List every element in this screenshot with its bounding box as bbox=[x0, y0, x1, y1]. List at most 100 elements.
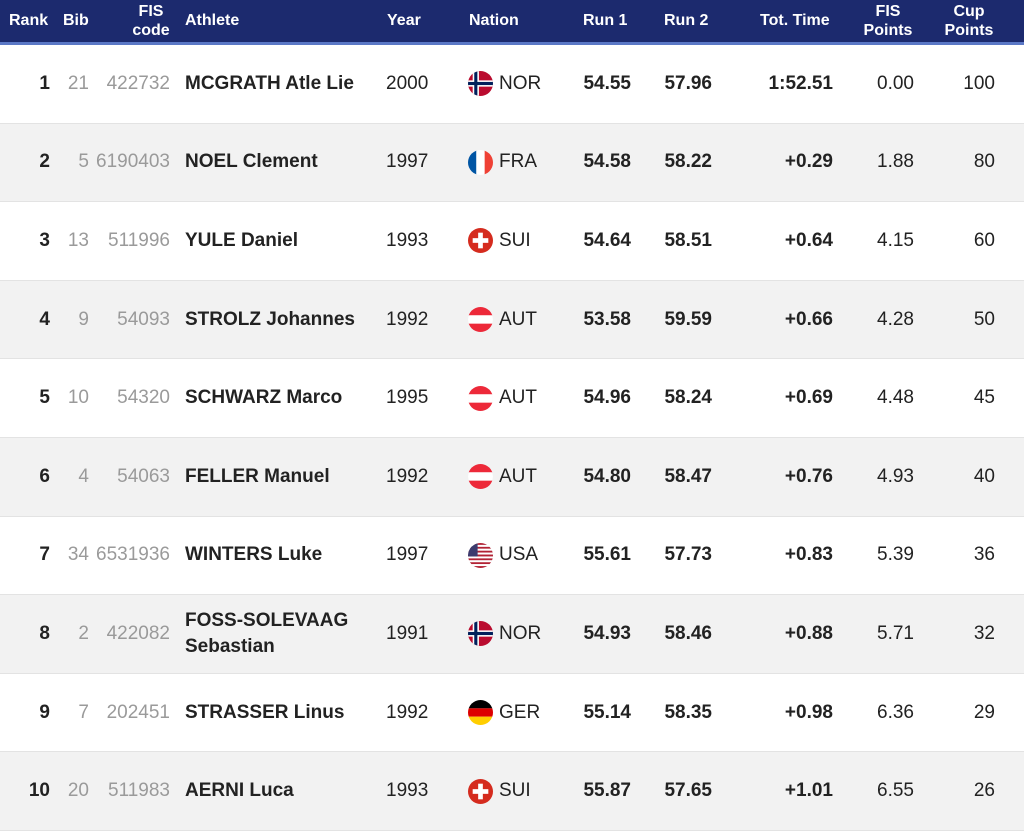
total-time-cell: +0.83 bbox=[784, 544, 833, 566]
fis-points-cell: 4.48 bbox=[877, 387, 914, 409]
run2-time-cell: 59.59 bbox=[664, 308, 712, 330]
athlete-name-link[interactable]: WINTERS Luke bbox=[185, 544, 323, 566]
fis-code-column-header[interactable]: FIS code bbox=[128, 0, 174, 42]
table-row[interactable]: 8 2 422082 FOSS-SOLEVAAG Sebastian 1991 … bbox=[0, 595, 1024, 674]
run1-column-header[interactable]: Run 1 bbox=[583, 0, 627, 42]
run1-header-label: Run 1 bbox=[583, 12, 628, 29]
birth-year-cell: 1992 bbox=[386, 465, 429, 487]
fis-code-cell: 511996 bbox=[108, 229, 170, 251]
athlete-name-link[interactable]: AERNI Luca bbox=[185, 780, 294, 802]
table-row[interactable]: 6 4 54063 FELLER Manuel 1992 AUT 54.80 5… bbox=[0, 437, 1024, 517]
table-row[interactable]: 9 7 202451 STRASSER Linus 1992 GER 55.14… bbox=[0, 674, 1024, 753]
birth-year-cell: 1992 bbox=[386, 701, 429, 723]
athlete-name-link[interactable]: MCGRATH Atle Lie bbox=[185, 72, 354, 94]
nation-cell: SUI bbox=[468, 752, 558, 830]
cup-points-cell: 100 bbox=[963, 72, 995, 94]
fis-code-cell: 422732 bbox=[106, 72, 170, 94]
table-row[interactable]: 4 9 54093 STROLZ Johannes 1992 AUT 53.58… bbox=[0, 280, 1024, 360]
cup-points-cell: 50 bbox=[973, 308, 995, 330]
bib-column-header[interactable]: Bib bbox=[63, 0, 89, 42]
nation-code: USA bbox=[499, 544, 539, 566]
cup-points-cell: 26 bbox=[973, 780, 995, 802]
cup-points-cell: 29 bbox=[973, 701, 995, 723]
total-time-cell: +0.64 bbox=[784, 229, 833, 251]
fis-points-cell: 5.39 bbox=[877, 544, 914, 566]
rank-column-header[interactable]: Rank bbox=[9, 0, 48, 42]
table-row[interactable]: 2 5 6190403 NOEL Clement 1997 FRA 54.58 … bbox=[0, 123, 1024, 203]
fis-points-column-header[interactable]: FIS Points bbox=[860, 0, 916, 42]
athlete-name-link[interactable]: NOEL Clement bbox=[185, 151, 318, 173]
rank-cell: 7 bbox=[39, 544, 50, 566]
fis-code-cell: 54320 bbox=[117, 387, 170, 409]
athlete-column-header[interactable]: Athlete bbox=[185, 0, 239, 42]
run2-column-header[interactable]: Run 2 bbox=[664, 0, 708, 42]
cup-points-header-line1: Cup bbox=[953, 3, 985, 20]
rank-cell: 4 bbox=[39, 308, 50, 330]
athlete-name-link[interactable]: STRASSER Linus bbox=[185, 701, 345, 723]
athlete-name-link[interactable]: SCHWARZ Marco bbox=[185, 387, 343, 409]
athlete-name-link[interactable]: FOSS-SOLEVAAG Sebastian bbox=[185, 609, 349, 657]
athlete-name-link[interactable]: STROLZ Johannes bbox=[185, 308, 355, 330]
table-row[interactable]: 7 34 6531936 WINTERS Luke 1997 USA 55.61… bbox=[0, 517, 1024, 596]
fis-points-cell: 6.36 bbox=[877, 701, 914, 723]
cup-points-column-header[interactable]: Cup Points bbox=[940, 0, 998, 42]
bib-header-label: Bib bbox=[63, 12, 89, 29]
birth-year-cell: 1997 bbox=[386, 151, 429, 173]
rank-cell: 10 bbox=[28, 780, 50, 802]
nation-cell: FRA bbox=[468, 124, 558, 202]
fis-points-cell: 4.15 bbox=[877, 229, 914, 251]
total-time-cell: +0.29 bbox=[784, 151, 833, 173]
run2-time-cell: 58.35 bbox=[664, 701, 712, 723]
bib-cell: 4 bbox=[78, 465, 89, 487]
run1-time-cell: 55.14 bbox=[583, 701, 631, 723]
table-row[interactable]: 10 20 511983 AERNI Luca 1993 SUI 55.87 5… bbox=[0, 752, 1024, 831]
cup-points-cell: 40 bbox=[973, 465, 995, 487]
table-row[interactable]: 3 13 511996 YULE Daniel 1993 SUI 54.64 5… bbox=[0, 202, 1024, 281]
nation-code: NOR bbox=[499, 622, 542, 644]
athlete-name-link[interactable]: YULE Daniel bbox=[185, 229, 298, 251]
total-time-cell: +0.76 bbox=[784, 465, 833, 487]
total-time-header-label: Tot. Time bbox=[760, 12, 830, 29]
rank-cell: 6 bbox=[39, 465, 50, 487]
fis-points-header-line2: Points bbox=[863, 22, 913, 39]
total-time-column-header[interactable]: Tot. Time bbox=[760, 0, 830, 42]
birth-year-cell: 1995 bbox=[386, 387, 429, 409]
run1-time-cell: 54.55 bbox=[583, 72, 631, 94]
athlete-name-link[interactable]: FELLER Manuel bbox=[185, 465, 330, 487]
table-row[interactable]: 5 10 54320 SCHWARZ Marco 1995 AUT 54.96 … bbox=[0, 359, 1024, 438]
norway-flag-icon bbox=[468, 71, 493, 97]
birth-year-cell: 1993 bbox=[386, 780, 429, 802]
nation-cell: AUT bbox=[468, 438, 558, 516]
bib-cell: 13 bbox=[67, 229, 89, 251]
bib-cell: 5 bbox=[78, 151, 89, 173]
birth-year-cell: 2000 bbox=[386, 72, 429, 94]
nation-code: AUT bbox=[499, 387, 537, 409]
fis-points-header-line1: FIS bbox=[875, 3, 901, 20]
nation-cell: AUT bbox=[468, 281, 558, 359]
cup-points-cell: 80 bbox=[973, 151, 995, 173]
austria-flag-icon bbox=[468, 307, 493, 333]
rank-cell: 1 bbox=[39, 72, 50, 94]
cup-points-cell: 32 bbox=[973, 622, 995, 644]
fis-code-header-line1: FIS bbox=[138, 3, 164, 20]
nation-column-header[interactable]: Nation bbox=[469, 0, 519, 42]
nation-cell: NOR bbox=[468, 45, 558, 123]
year-column-header[interactable]: Year bbox=[387, 0, 421, 42]
fis-code-cell: 54093 bbox=[117, 308, 170, 330]
rank-cell: 5 bbox=[39, 387, 50, 409]
fis-code-cell: 511983 bbox=[108, 780, 170, 802]
nation-cell: NOR bbox=[468, 595, 558, 673]
austria-flag-icon bbox=[468, 385, 493, 411]
switzerland-flag-icon bbox=[468, 228, 493, 254]
nation-code: AUT bbox=[499, 308, 537, 330]
run2-time-cell: 58.22 bbox=[664, 151, 712, 173]
athlete-header-label: Athlete bbox=[185, 12, 240, 29]
birth-year-cell: 1997 bbox=[386, 544, 429, 566]
run1-time-cell: 53.58 bbox=[583, 308, 631, 330]
table-row[interactable]: 1 21 422732 MCGRATH Atle Lie 2000 NOR 54… bbox=[0, 45, 1024, 124]
run1-time-cell: 54.64 bbox=[583, 229, 631, 251]
bib-cell: 2 bbox=[78, 622, 89, 644]
bib-cell: 9 bbox=[78, 308, 89, 330]
run1-time-cell: 54.80 bbox=[583, 465, 631, 487]
year-header-label: Year bbox=[387, 12, 421, 29]
